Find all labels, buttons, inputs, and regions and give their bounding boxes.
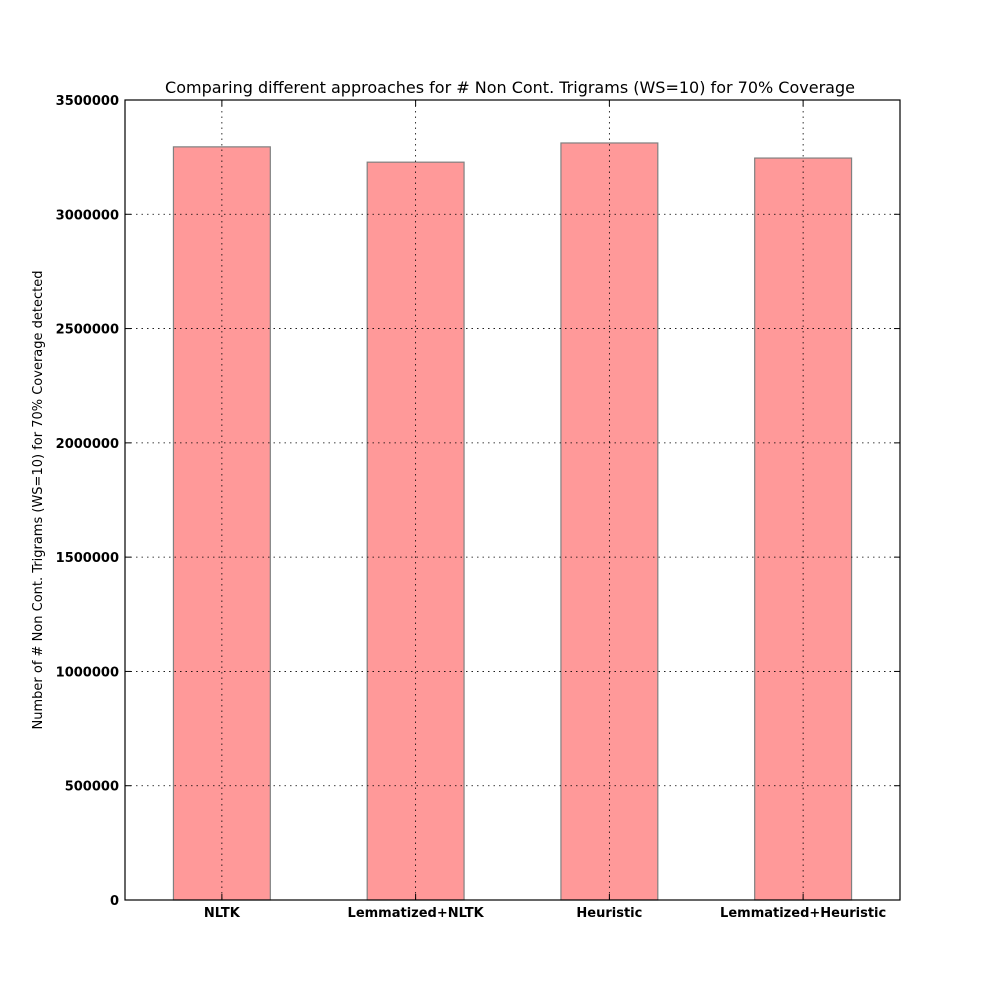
x-tick-label: Lemmatized+Heuristic	[720, 906, 886, 921]
y-tick-label: 2500000	[56, 323, 119, 338]
y-tick-label: 1000000	[56, 665, 119, 680]
chart-title: Comparing different approaches for # Non…	[165, 78, 855, 97]
y-tick-label: 1500000	[56, 551, 119, 566]
y-tick-label: 2000000	[56, 437, 119, 452]
y-axis-label: Number of # Non Cont. Trigrams (WS=10) f…	[31, 271, 46, 730]
y-tick-label: 0	[110, 894, 119, 909]
x-tick-label: Heuristic	[576, 906, 642, 921]
x-tick-label: NLTK	[204, 906, 241, 921]
y-tick-label: 3000000	[56, 208, 119, 223]
plot-frame	[124, 99, 901, 901]
x-tick-label: Lemmatized+NLTK	[348, 906, 485, 921]
bar	[172, 146, 271, 901]
y-tick-label: 3500000	[56, 94, 119, 109]
bar	[366, 161, 465, 901]
y-tick-label: 500000	[65, 780, 119, 795]
bar	[560, 142, 659, 901]
plot-area: 0 500000 1000000 1500000 2000000 2500000 30000…	[56, 94, 901, 921]
